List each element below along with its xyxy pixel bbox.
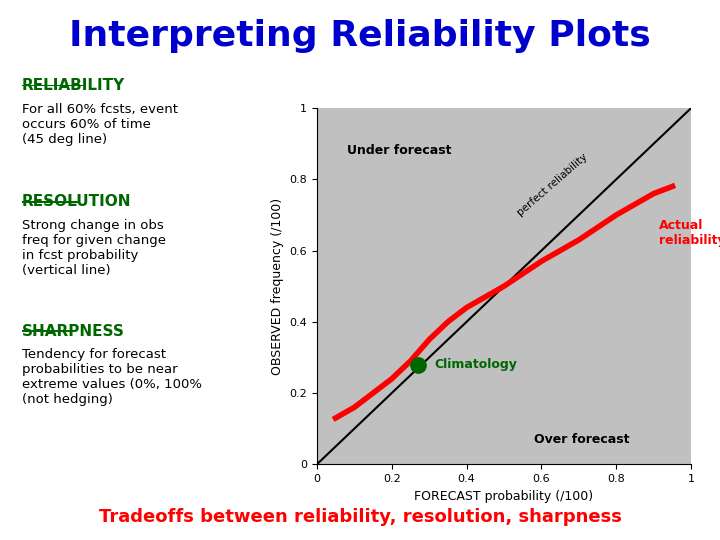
Text: Strong change in obs
freq for given change
in fcst probability
(vertical line): Strong change in obs freq for given chan… [22,219,166,276]
Text: perfect reliability: perfect reliability [516,152,590,219]
Text: Interpreting Reliability Plots: Interpreting Reliability Plots [69,19,651,53]
Text: SHARPNESS: SHARPNESS [22,324,125,339]
Text: For all 60% fcsts, event
occurs 60% of time
(45 deg line): For all 60% fcsts, event occurs 60% of t… [22,103,178,146]
X-axis label: FORECAST probability (/100): FORECAST probability (/100) [415,490,593,503]
Text: Actual
reliability: Actual reliability [660,219,720,247]
Text: Tendency for forecast
probabilities to be near
extreme values (0%, 100%
(not hed: Tendency for forecast probabilities to b… [22,348,202,406]
Text: Under forecast: Under forecast [347,144,451,157]
Text: Climatology: Climatology [435,358,518,371]
Y-axis label: OBSERVED frequency (/100): OBSERVED frequency (/100) [271,198,284,375]
Text: Tradeoffs between reliability, resolution, sharpness: Tradeoffs between reliability, resolutio… [99,509,621,526]
Text: RESOLUTION: RESOLUTION [22,194,131,210]
Text: Over forecast: Over forecast [534,433,629,446]
Text: RELIABILITY: RELIABILITY [22,78,125,93]
